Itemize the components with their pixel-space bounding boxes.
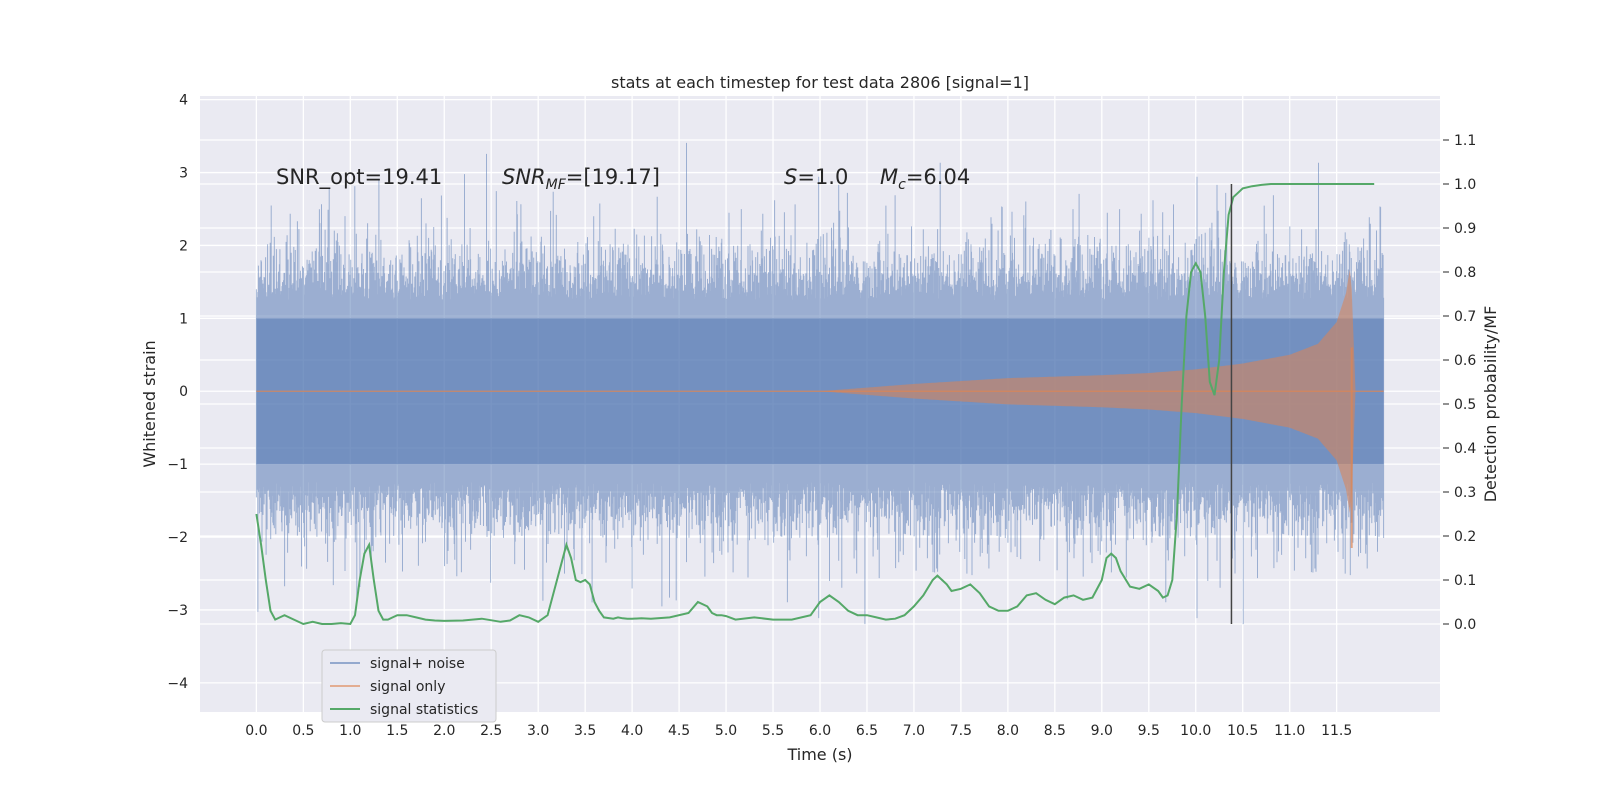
y2-tick-label: 1.1 (1454, 133, 1476, 149)
annotation-snr-opt: SNR_opt=19.41 (276, 165, 442, 190)
y2-tick-label: 1.0 (1454, 177, 1476, 193)
y-tick-label: −2 (167, 530, 188, 546)
x-tick-label: 1.0 (339, 723, 361, 739)
y-axis-label: Whitened strain (140, 340, 159, 467)
y2-axis-label: Detection probability/MF (1481, 306, 1500, 503)
y2-tick-label: 0.0 (1454, 617, 1476, 633)
annotation-mc-sub: c (898, 177, 906, 193)
annotation-mc-lead: M (880, 165, 898, 189)
annotation-mc-tail: =6.04 (906, 165, 970, 189)
x-tick-label: 4.0 (621, 723, 643, 739)
x-tick-label: 9.0 (1091, 723, 1113, 739)
annotation-snr-mf-tail: =[19.17] (566, 165, 660, 189)
y2-tick-label: 0.7 (1454, 309, 1476, 325)
x-tick-label: 8.5 (1044, 723, 1066, 739)
y-ticks: −4 −3 −2 −1 0 1 2 3 4 (167, 93, 188, 692)
x-tick-label: 10.0 (1180, 723, 1211, 739)
y2-tick-label: 0.6 (1454, 353, 1476, 369)
y2-tick-label: 0.1 (1454, 573, 1476, 589)
y-tick-label: −3 (167, 603, 188, 619)
x-tick-label: 2.0 (433, 723, 455, 739)
statistics-line (255, 183, 1375, 626)
legend-box (321, 649, 497, 723)
x-tick-label: 7.5 (950, 723, 972, 739)
y-tick-label: 2 (179, 238, 188, 254)
x-tick-label: 9.5 (1138, 723, 1160, 739)
y2-tick-label: 0.9 (1454, 221, 1476, 237)
x-tick-label: 3.0 (527, 723, 549, 739)
series-signal-statistics (255, 183, 1375, 626)
x-tick-label: 11.5 (1321, 723, 1352, 739)
x-tick-label: 11.0 (1274, 723, 1305, 739)
annotation-s-tail: =1.0 (797, 165, 848, 189)
y2-tick-label: 0.5 (1454, 397, 1476, 413)
annotation-s: S=1.0 (784, 165, 848, 189)
legend-label-signal-statistics: signal statistics (370, 702, 478, 718)
legend-label-signal-only: signal only (370, 679, 445, 695)
x-tick-label: 2.5 (480, 723, 502, 739)
x-tick-label: 3.5 (574, 723, 596, 739)
x-ticks: 0.0 0.5 1.0 1.5 2.0 2.5 3.0 3.5 4.0 4.5 5.0 5.5 6.0 6… (245, 723, 1352, 739)
series-signal-only (256, 269, 1384, 548)
x-tick-label: 0.0 (245, 723, 267, 739)
x-tick-label: 6.0 (809, 723, 831, 739)
legend-label-signal-noise: signal+ noise (370, 656, 465, 672)
x-tick-label: 5.0 (715, 723, 737, 739)
y-tick-label: 1 (179, 311, 188, 327)
y-tick-label: 0 (179, 384, 188, 400)
x-tick-label: 4.5 (668, 723, 690, 739)
annotation-snr-mf-sub: MF (546, 177, 567, 193)
y-tick-label: −1 (167, 457, 188, 473)
x-tick-label: 0.5 (292, 723, 314, 739)
y-tick-label: 3 (179, 166, 188, 182)
annotation-snr-mf-lead: SNR (502, 165, 546, 189)
y2-ticks: 0.0 0.1 0.2 0.3 0.4 0.5 0.6 0.7 0.8 0.9 1.0 1.1 (1443, 133, 1476, 633)
y2-tick-label: 0.8 (1454, 265, 1476, 281)
x-tick-label: 8.0 (997, 723, 1019, 739)
x-tick-label: 1.5 (386, 723, 408, 739)
annotations: SNR_opt=19.41 SNRMF=[19.17] S=1.0 Mc=6.0… (276, 165, 970, 193)
annotation-mc: Mc=6.04 (880, 165, 970, 193)
annotation-s-lead: S (784, 165, 797, 189)
chart-title: stats at each timestep for test data 280… (611, 73, 1029, 92)
y2-tick-label: 0.4 (1454, 441, 1476, 457)
x-tick-label: 5.5 (762, 723, 784, 739)
x-tick-label: 6.5 (856, 723, 878, 739)
y2-tick-label: 0.3 (1454, 485, 1476, 501)
annotation-snr-mf: SNRMF=[19.17] (502, 165, 660, 193)
legend: signal+ noise signal only signal statist… (321, 649, 497, 723)
x-axis-label: Time (s) (786, 745, 852, 764)
y2-tick-label: 0.2 (1454, 529, 1476, 545)
y-tick-label: 4 (179, 93, 188, 109)
y-tick-label: −4 (167, 676, 188, 692)
x-tick-label: 10.5 (1227, 723, 1258, 739)
x-tick-label: 7.0 (903, 723, 925, 739)
